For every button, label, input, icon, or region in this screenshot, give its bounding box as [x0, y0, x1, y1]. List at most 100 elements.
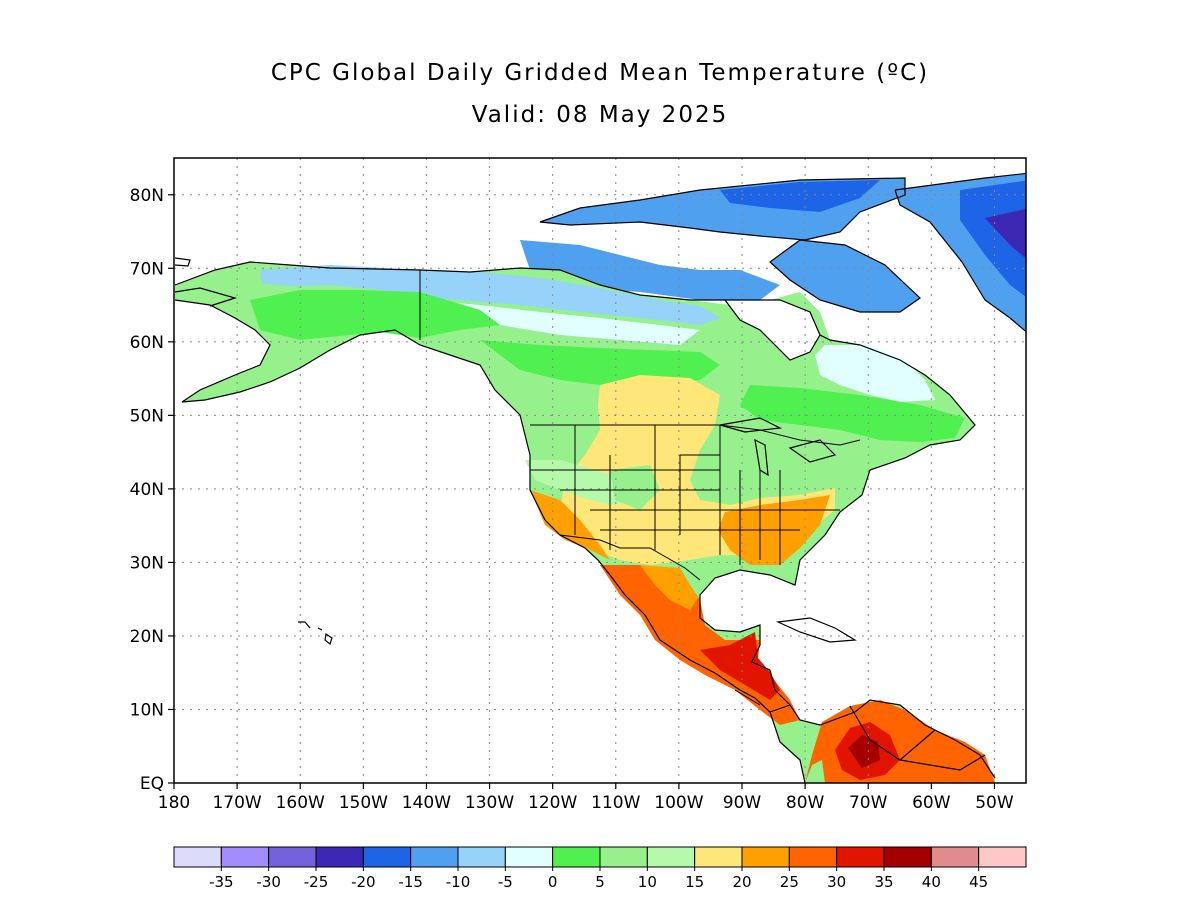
lon-tick-label: 150W	[339, 793, 388, 813]
chart-subtitle: Valid: 08 May 2025	[471, 102, 729, 128]
colorbar: -35 -30 -25 -20 -15 -10 -5 0 5 10 15 20 25 30 35 40 45	[173, 846, 1027, 891]
central-america-borders	[734, 689, 791, 713]
eastern-canada-green	[740, 385, 965, 442]
colorbar-label: 40	[922, 873, 941, 891]
us-mexico-border	[559, 534, 701, 581]
lon-tick-label: 140W	[402, 793, 451, 813]
hudson-bay	[725, 300, 820, 360]
coastlines	[174, 172, 1026, 783]
lat-tick-label: 70N	[130, 259, 164, 279]
cuba-field	[778, 618, 855, 642]
north-america-coastline	[174, 261, 996, 779]
lon-tick-label: 90W	[723, 793, 762, 813]
lat-tick-label: 50N	[130, 406, 164, 426]
colorbar-swatch	[552, 846, 601, 868]
lat-tick-label: 20N	[130, 627, 164, 647]
colorbar-swatch	[220, 846, 270, 868]
colorbar-label: 30	[827, 873, 846, 891]
colorbar-swatch	[741, 846, 790, 868]
colorbar-swatch	[788, 846, 838, 868]
colorbar-swatch	[410, 846, 459, 868]
mexico-coast-orange	[640, 565, 698, 610]
greenland-coast	[894, 172, 1026, 333]
lon-tick-label: 170W	[212, 793, 261, 813]
colorbar-label: -30	[256, 873, 281, 891]
colorbar-label: 45	[969, 873, 988, 891]
mexico-very-hot	[700, 632, 780, 700]
sa-border-1	[849, 705, 936, 761]
colorbar-label: -25	[304, 873, 329, 891]
south-america-hot	[805, 700, 995, 783]
hudson-bay-coast	[724, 299, 821, 361]
colorbar-swatch	[978, 846, 1027, 868]
colorbar-label: -15	[398, 873, 423, 891]
lon-tick-label: 70W	[849, 793, 888, 813]
hawaii-coast	[298, 621, 333, 646]
arctic-islands-cold	[720, 180, 880, 212]
colorbar-label: 10	[638, 873, 657, 891]
lon-tick-label: 130W	[465, 793, 514, 813]
lon-tick-label: 160W	[276, 793, 325, 813]
lat-tick-label: 60N	[130, 333, 164, 353]
colorbar-swatch	[504, 846, 554, 868]
colorbar-label: 0	[548, 873, 558, 891]
west-coastline	[174, 299, 806, 783]
lat-tick-label: 40N	[130, 480, 164, 500]
siberia-coast	[174, 287, 238, 307]
alaska-bright-green	[250, 290, 500, 340]
latitude-axis: EQ 10N 20N 30N 40N 50N 60N 70N 80N	[130, 186, 174, 794]
lon-tick-label: 120W	[528, 793, 577, 813]
lat-tick-label: EQ	[140, 774, 164, 794]
political-borders	[419, 270, 861, 713]
colorbar-swatch	[930, 846, 980, 868]
colorbar-swatch	[362, 846, 412, 868]
lon-tick-label: 50W	[975, 793, 1014, 813]
lat-tick-label: 30N	[130, 553, 164, 573]
colorbar-swatch	[315, 846, 364, 868]
colorbar-swatch	[883, 846, 932, 868]
temperature-field	[175, 173, 1026, 783]
baffin-field	[770, 240, 920, 312]
greenland-cold-core	[960, 180, 1026, 297]
lake-michigan	[754, 438, 769, 477]
rockies-cool	[610, 465, 660, 510]
greenland-coldest	[985, 208, 1026, 259]
colorbar-label: 35	[874, 873, 893, 891]
colorbar-swatch	[173, 846, 222, 868]
colorbar-label: 25	[780, 873, 799, 891]
colorbar-label: 20	[732, 873, 751, 891]
chart-title: CPC Global Daily Gridded Mean Temperatur…	[270, 60, 930, 86]
lon-tick-label: 100W	[654, 793, 703, 813]
us-canada-border	[530, 424, 861, 446]
south-america-hottest	[848, 735, 880, 768]
lon-tick-label: 180	[158, 793, 190, 813]
us-state-grid	[530, 425, 840, 565]
arctic-islands-coast	[539, 177, 906, 241]
canada-green-band	[480, 340, 720, 385]
colorbar-label: -10	[446, 873, 471, 891]
lat-tick-label: 10N	[130, 700, 164, 720]
colorbar-swatch	[457, 846, 506, 868]
colorbar-swatch	[599, 846, 648, 868]
map-frame	[173, 157, 1027, 784]
quebec-cold	[815, 345, 935, 402]
cuba-coast	[775, 617, 857, 643]
colorbar-swatch	[268, 846, 317, 868]
colorbar-swatch	[694, 846, 743, 868]
colorbar-label: -5	[498, 873, 513, 891]
colorbar-label: 5	[595, 873, 605, 891]
colorbar-label: -35	[209, 873, 234, 891]
colorbar-label: 15	[685, 873, 704, 891]
lat-tick-label: 80N	[130, 186, 164, 206]
colorbar-swatch	[836, 846, 885, 868]
andes-cool	[805, 760, 825, 783]
colorbar-swatch	[646, 846, 696, 868]
colorbar-label: -20	[351, 873, 376, 891]
chukotka-coast	[174, 257, 191, 267]
lon-tick-label: 80W	[786, 793, 825, 813]
longitude-axis: 180 170W 160W 150W 140W 130W 120W 110W 100W 90W 80…	[158, 783, 1014, 813]
baffin-coast	[769, 239, 921, 313]
sa-border-2	[899, 754, 986, 771]
lon-tick-label: 110W	[591, 793, 640, 813]
